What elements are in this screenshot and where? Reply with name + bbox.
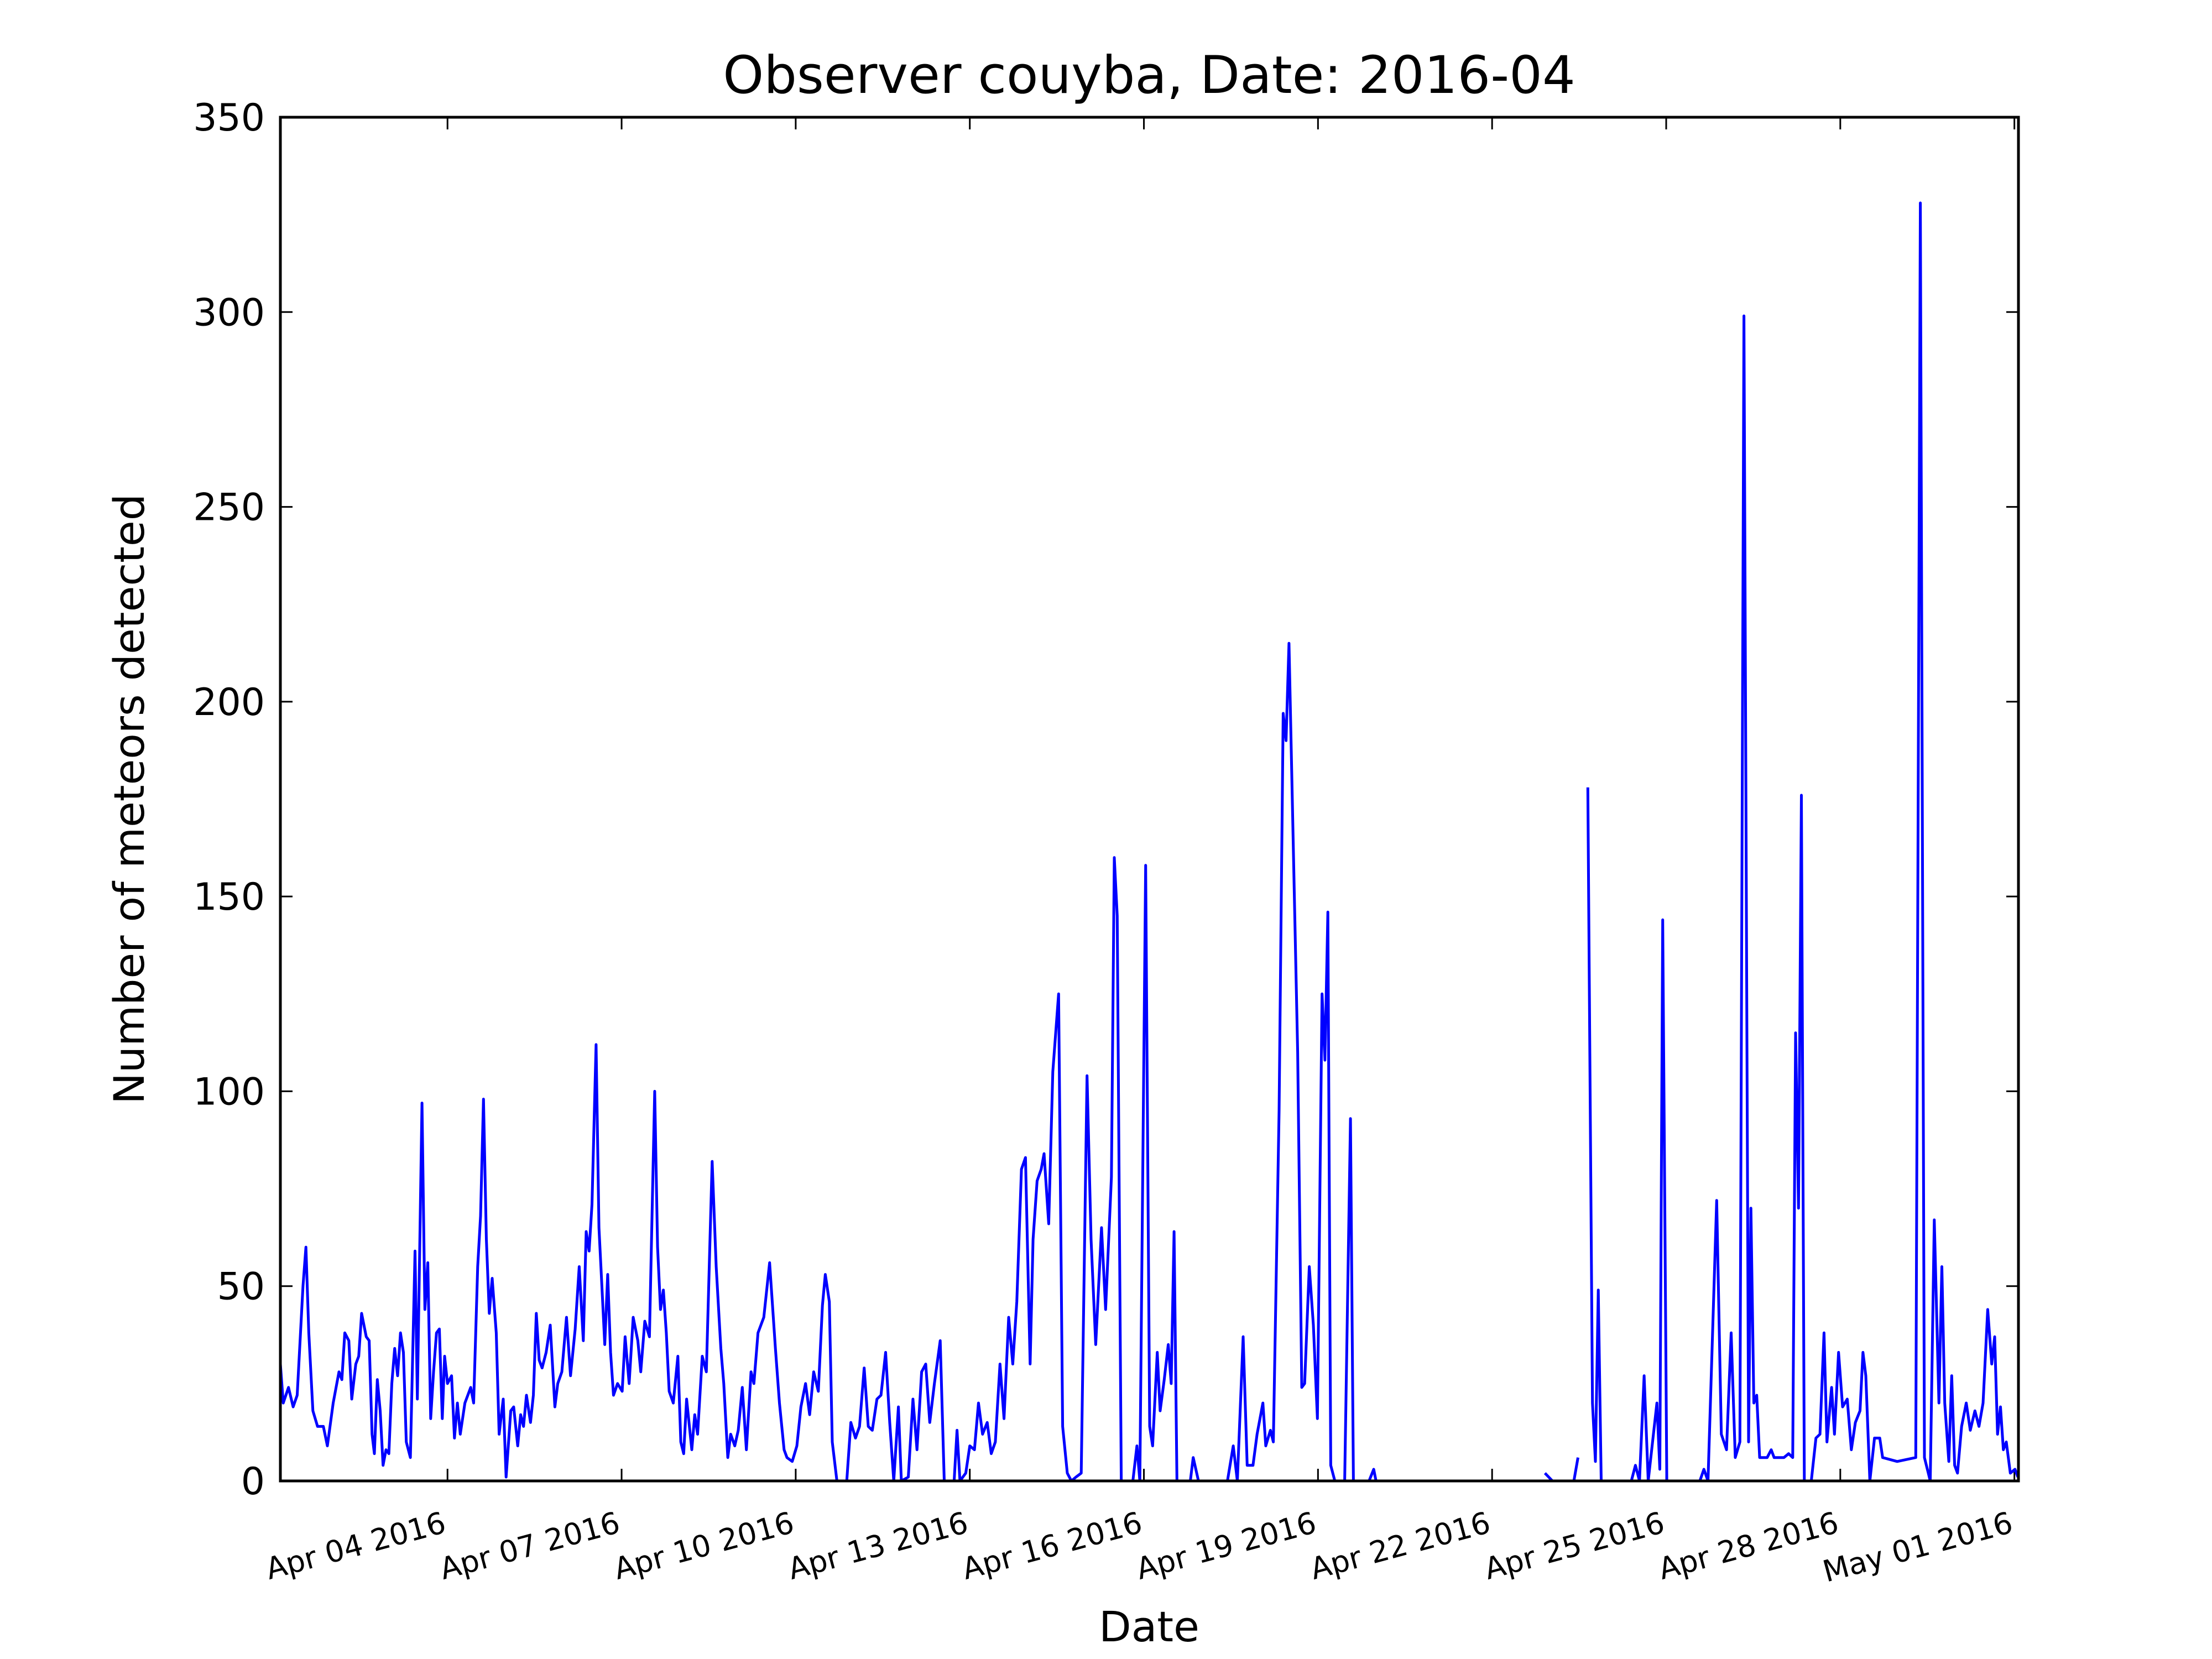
- y-tick-label: 50: [217, 1265, 265, 1309]
- y-tick-label: 150: [193, 875, 265, 919]
- y-tick-label: 300: [193, 291, 265, 335]
- x-axis-label: Date: [1099, 1602, 1199, 1651]
- chart-title: Observer couyba, Date: 2016-04: [723, 45, 1575, 106]
- y-tick-label: 350: [193, 96, 265, 140]
- y-tick-label: 100: [193, 1070, 265, 1114]
- y-tick-label: 0: [241, 1460, 265, 1504]
- y-axis-label: Number of meteors detected: [105, 494, 154, 1104]
- y-tick-label: 250: [193, 486, 265, 530]
- y-tick-label: 200: [193, 681, 265, 724]
- plot-frame: [279, 116, 2020, 1483]
